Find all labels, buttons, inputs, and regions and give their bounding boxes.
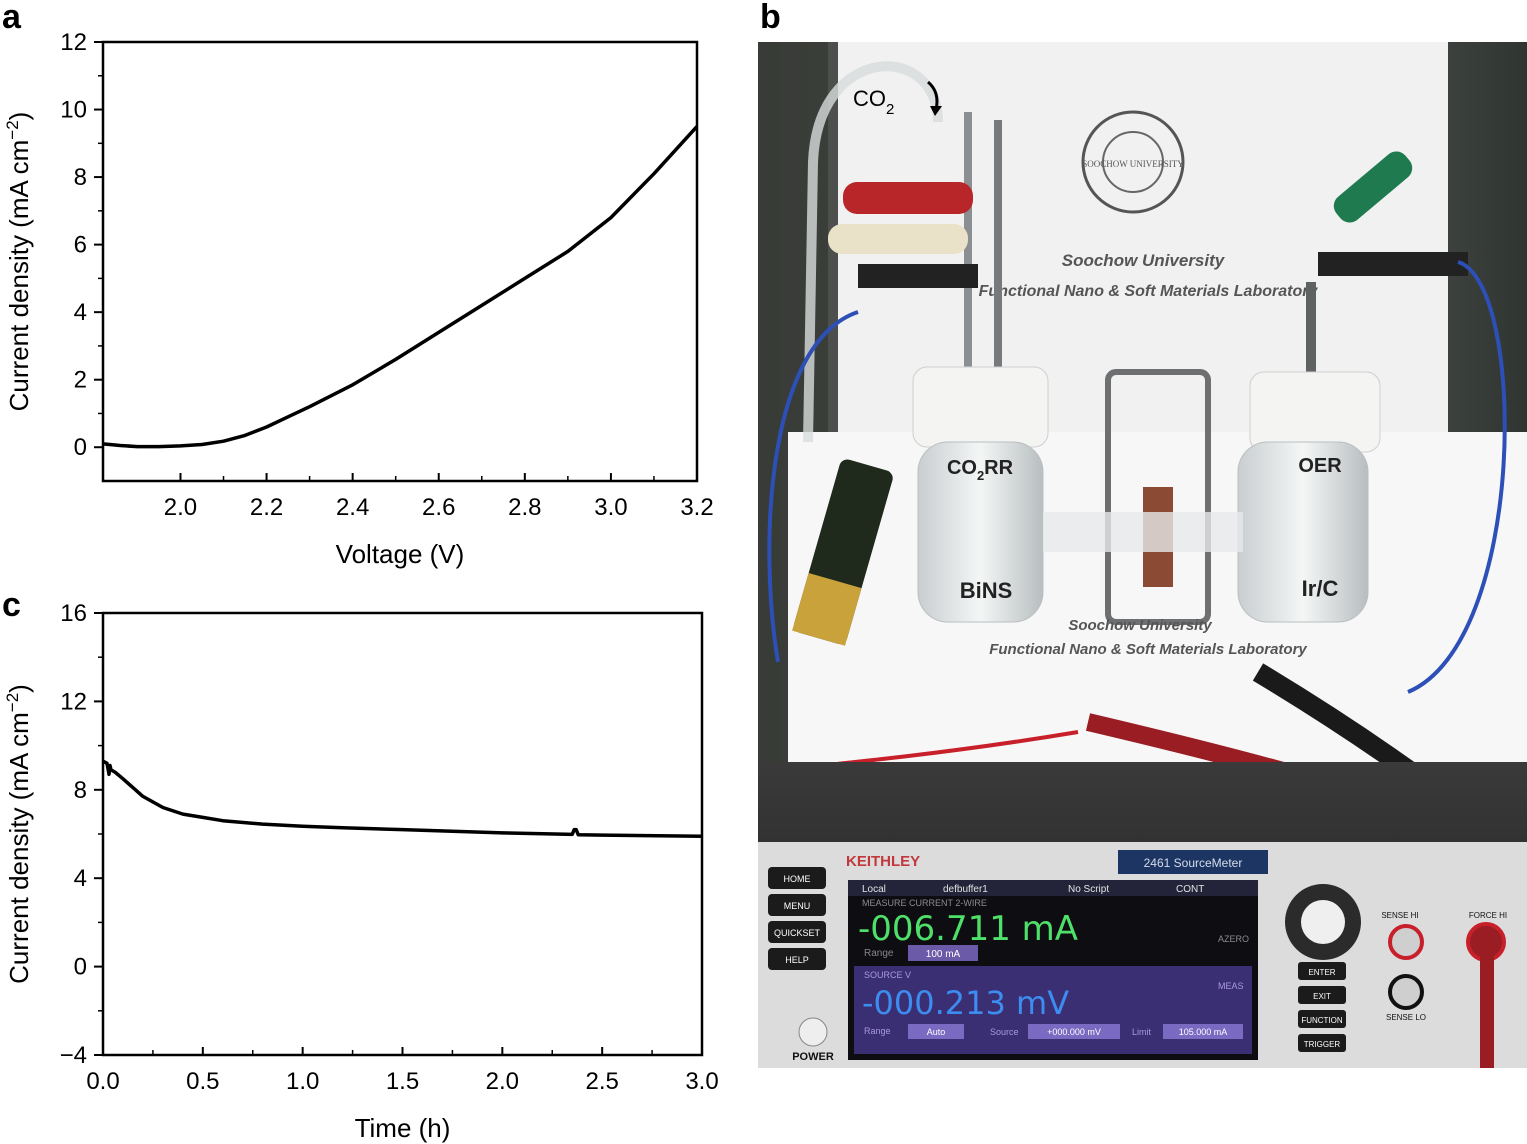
x-tick-label-c: 2.0	[486, 1068, 519, 1095]
blue-wire-left	[767, 310, 859, 663]
x-tick-label-a: 2.0	[164, 494, 197, 521]
svg-text:Limit: Limit	[1132, 1027, 1152, 1037]
y-tick-label-c: −4	[60, 1042, 87, 1069]
black-clip-left	[858, 264, 978, 288]
cathode-rod-1	[964, 112, 972, 412]
white-clip	[828, 224, 968, 254]
svg-text:FUNCTION: FUNCTION	[1301, 1016, 1343, 1025]
svg-text:HOME: HOME	[784, 874, 811, 884]
svg-text:CO2RR: CO2RR	[947, 457, 1014, 483]
y-tick-label-c: 12	[60, 688, 87, 715]
y-tick-label-a: 10	[60, 97, 87, 124]
x-tick-label-c: 1.0	[286, 1068, 319, 1095]
svg-text:SOOCHOW UNIVERSITY: SOOCHOW UNIVERSITY	[1082, 159, 1184, 169]
source-meter: KEITHLEY 2461 SourceMeter HOME MENU QUIC…	[758, 762, 1527, 1068]
svg-text:MENU: MENU	[784, 901, 811, 911]
y-tick-label-c: 4	[74, 865, 87, 892]
svg-text:AZERO: AZERO	[1218, 934, 1249, 944]
x-tick-label-a: 3.0	[594, 494, 627, 521]
y-axis-title-a: Current density (mA cm−2)	[3, 112, 34, 412]
svg-text:Local: Local	[862, 884, 886, 895]
x-tick-label-a: 2.8	[508, 494, 541, 521]
black-clip-right	[1318, 252, 1468, 276]
svg-text:FORCE HI: FORCE HI	[1469, 911, 1507, 920]
y-tick-label-c: 16	[60, 600, 87, 627]
meter-brand: KEITHLEY	[846, 853, 920, 870]
y-tick-label-a: 8	[74, 164, 87, 191]
setup-photo: SOOCHOW UNIVERSITY Soochow University Fu…	[758, 42, 1527, 1068]
panel-a-letter: a	[2, 0, 21, 36]
y-tick-label-a: 4	[74, 299, 87, 326]
battery	[792, 459, 893, 646]
lab-text-bottom: Functional Nano & Soft Materials Laborat…	[989, 641, 1307, 658]
svg-text:Ir/C: Ir/C	[1302, 576, 1339, 601]
svg-text:MEAS: MEAS	[1218, 981, 1244, 991]
x-tick-label-a: 3.2	[680, 494, 713, 521]
svg-text:HELP: HELP	[785, 955, 809, 965]
svg-text:Range: Range	[864, 948, 894, 959]
x-tick-label-c: 0.0	[86, 1068, 119, 1095]
svg-text:TRIGGER: TRIGGER	[1304, 1040, 1341, 1049]
svg-text:100 mA: 100 mA	[926, 949, 961, 960]
y-tick-label-a: 2	[74, 367, 87, 394]
co2-label: CO2	[853, 86, 894, 118]
blue-wire-right	[1407, 260, 1507, 694]
plot-frame-a	[101, 40, 699, 483]
university-seal: SOOCHOW UNIVERSITY	[1081, 110, 1185, 214]
y-tick-label-a: 6	[74, 232, 87, 259]
svg-text:EXIT: EXIT	[1313, 992, 1331, 1001]
data-line-c	[102, 759, 703, 838]
panel-c-letter: c	[2, 586, 21, 624]
x-tick-label-c: 1.5	[386, 1068, 419, 1095]
meter-left-buttons: HOME MENU QUICKSET HELP POWER	[768, 867, 834, 1063]
cathode-rod-2	[994, 120, 1002, 420]
y-tick-label-c: 0	[74, 954, 87, 981]
x-tick-label-c: 0.5	[186, 1068, 219, 1095]
membrane-clamp	[1043, 369, 1243, 625]
x-tick-label-c: 3.0	[685, 1068, 718, 1095]
svg-text:BiNS: BiNS	[960, 578, 1013, 603]
anode-cell: OER Ir/C	[1237, 371, 1381, 623]
svg-text:POWER: POWER	[792, 1051, 834, 1063]
svg-text:SENSE LO: SENSE LO	[1386, 1013, 1426, 1022]
co2-tube	[803, 61, 943, 443]
data-line-a	[102, 125, 699, 449]
svg-text:Range: Range	[864, 1026, 891, 1036]
university-text-bottom: Soochow University	[1068, 617, 1212, 634]
anode-rod	[1306, 282, 1316, 392]
svg-text:+000.000 mV: +000.000 mV	[1047, 1027, 1101, 1037]
y-axis-title-c: Current density (mA cm−2)	[3, 684, 34, 984]
x-axis-title-a: Voltage (V)	[336, 539, 465, 569]
svg-text:MEASURE CURRENT 2-WIRE: MEASURE CURRENT 2-WIRE	[862, 898, 987, 908]
x-axis-title-c: Time (h)	[355, 1113, 451, 1143]
university-text-top: Soochow University	[1062, 251, 1226, 270]
svg-text:105.000 mA: 105.000 mA	[1179, 1027, 1228, 1037]
red-clip	[843, 182, 973, 214]
y-tick-label-a: 0	[74, 434, 87, 461]
x-tick-label-a: 2.2	[250, 494, 283, 521]
svg-text:No Script: No Script	[1068, 884, 1109, 895]
y-tick-label-a: 12	[60, 29, 87, 56]
svg-text:Source: Source	[990, 1027, 1019, 1037]
svg-text:OER: OER	[1298, 455, 1342, 477]
y-tick-label-c: 8	[74, 777, 87, 804]
svg-text:Auto: Auto	[927, 1027, 946, 1037]
charts-canvas: 2.0 2.2 2.4 2.6 2.8 3.0 3.2 0 2 4 6 8 10 12 Voltage (V…	[3, 29, 719, 1143]
panel-b-letter: b	[760, 0, 781, 36]
green-clip	[1333, 151, 1413, 223]
x-tick-label-a: 2.6	[422, 494, 455, 521]
svg-text:defbuffer1: defbuffer1	[943, 884, 988, 895]
x-tick-label-c: 2.5	[585, 1068, 618, 1095]
voltage-reading: -000.213 mV	[862, 984, 1069, 1022]
x-tick-label-a: 2.4	[336, 494, 369, 521]
lab-text-top: Functional Nano & Soft Materials Laborat…	[979, 283, 1319, 300]
svg-text:CONT: CONT	[1176, 884, 1204, 895]
svg-text:SENSE HI: SENSE HI	[1381, 911, 1418, 920]
svg-text:ENTER: ENTER	[1308, 968, 1335, 977]
cathode-cell: CO2RR BiNS	[912, 366, 1049, 623]
svg-text:SOURCE V: SOURCE V	[864, 970, 911, 980]
current-reading: -006.711 mA	[858, 909, 1078, 949]
meter-model: 2461 SourceMeter	[1144, 856, 1243, 870]
svg-text:QUICKSET: QUICKSET	[774, 928, 821, 938]
